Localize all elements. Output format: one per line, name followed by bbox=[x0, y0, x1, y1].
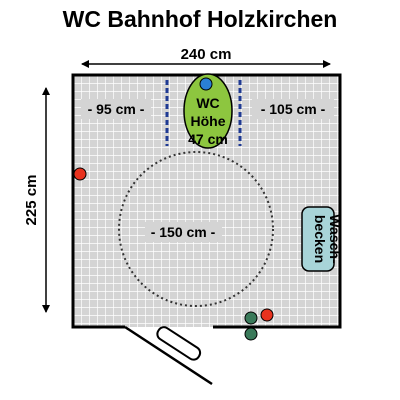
page-title: WC Bahnhof Holzkirchen bbox=[62, 6, 338, 32]
depth-label: 225 cm bbox=[23, 175, 40, 226]
toilet-label-line3: 47 cm bbox=[188, 131, 228, 147]
sink-label-line2: becken bbox=[312, 215, 328, 263]
door-icon bbox=[124, 325, 213, 386]
turning-circle-icon bbox=[118, 151, 274, 307]
toilet-label-line2: Höhe bbox=[191, 113, 226, 129]
left-clearance-label: - 95 cm - bbox=[88, 101, 145, 117]
left-clearance-bg bbox=[81, 99, 151, 119]
toilet-icon: WC Höhe 47 cm bbox=[183, 73, 233, 149]
right-clearance-bg bbox=[252, 99, 334, 119]
sink-label-line1: Wasch- bbox=[327, 214, 343, 264]
right-clearance-label: - 105 cm - bbox=[261, 101, 326, 117]
flush-button-marker bbox=[199, 77, 213, 91]
width-label: 240 cm bbox=[181, 46, 232, 63]
door-handle-marker-green-outside bbox=[244, 327, 258, 341]
turning-circle-label-bg bbox=[145, 222, 222, 242]
turning-circle-label: - 150 cm - bbox=[151, 224, 216, 240]
door-handle-marker-red bbox=[260, 308, 274, 322]
alarm-marker-red bbox=[73, 167, 87, 181]
door-handle-marker-green bbox=[244, 311, 258, 325]
sink-icon: Wasch- becken bbox=[301, 206, 343, 272]
toilet-label-line1: WC bbox=[196, 95, 219, 111]
